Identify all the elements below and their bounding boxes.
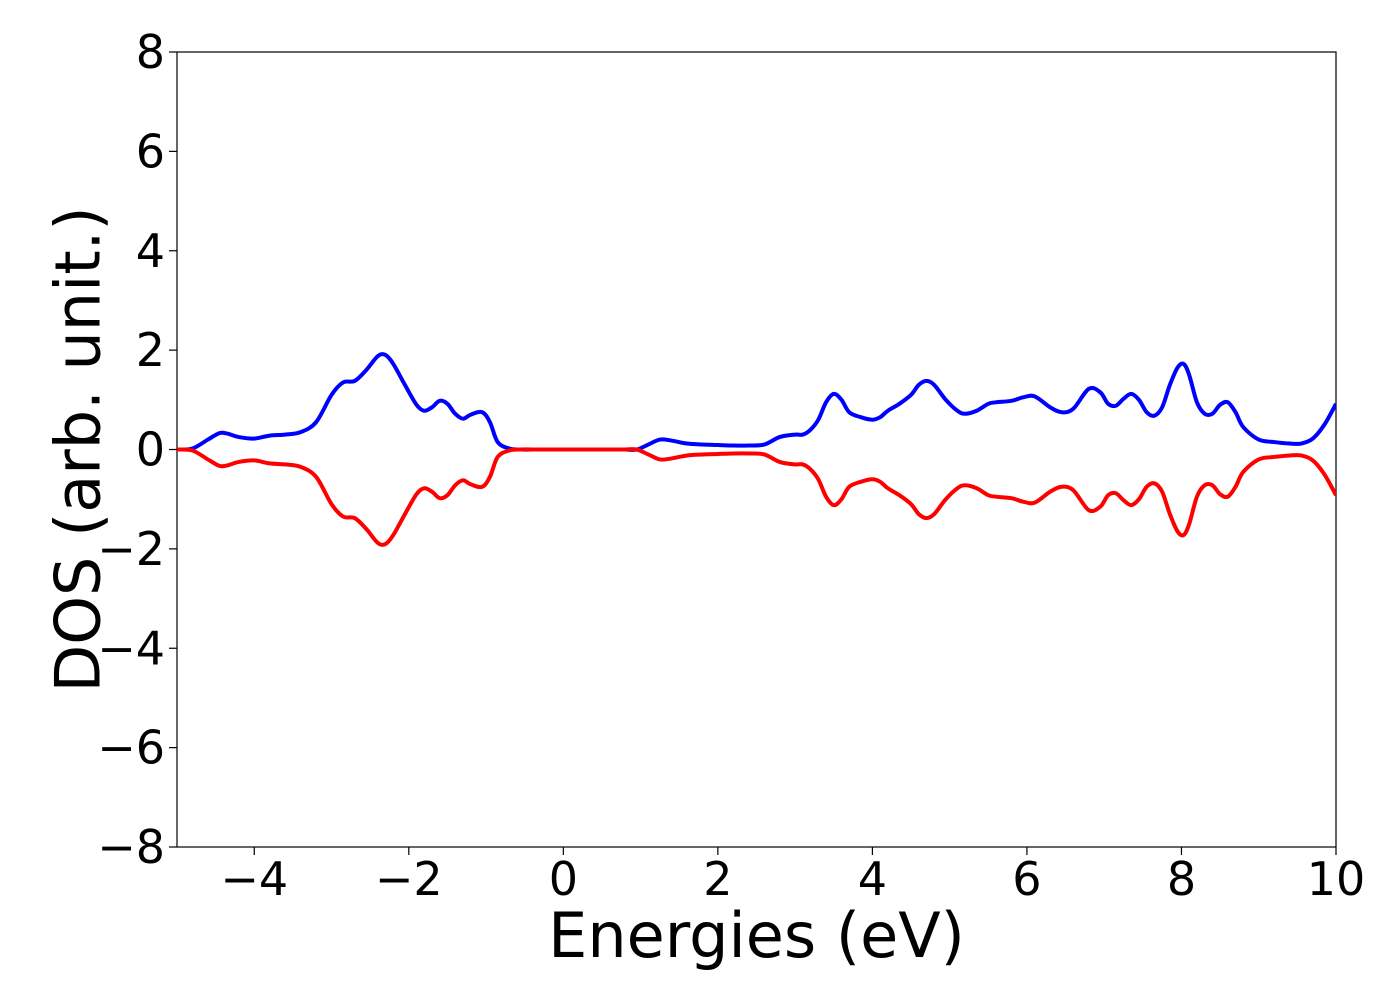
- series-layer: [177, 352, 1336, 547]
- y-tick-label: −2: [97, 522, 165, 576]
- y-tick-label: 2: [136, 323, 165, 377]
- y-axis-ticks: 8 6 4 2 0 −2 −4 −6 −8: [97, 25, 177, 874]
- y-tick-label: −6: [97, 721, 165, 775]
- x-tick-label: 8: [1167, 852, 1196, 906]
- x-tick-label: −4: [220, 852, 288, 906]
- x-tick-label: 4: [858, 852, 887, 906]
- y-axis-label: DOS (arb. unit.): [42, 206, 115, 692]
- x-axis-label: Energies (eV): [548, 899, 965, 972]
- x-tick-label: 2: [703, 852, 732, 906]
- x-tick-label: 0: [549, 852, 578, 906]
- plot-frame: [176, 51, 1337, 848]
- y-tick-label: 4: [136, 224, 165, 278]
- x-tick-label: 6: [1012, 852, 1041, 906]
- y-tick-label: 6: [136, 124, 165, 178]
- series-line-2: [177, 447, 1336, 547]
- y-tick-label: −4: [97, 621, 165, 675]
- series-line-1: [177, 352, 1336, 452]
- x-tick-label: −2: [375, 852, 443, 906]
- y-tick-label: 8: [136, 25, 165, 79]
- x-axis-ticks: −4 −2 0 2 4 6 8 10: [220, 847, 1365, 906]
- y-tick-label: 0: [136, 423, 165, 477]
- y-tick-label: −8: [97, 820, 165, 874]
- plot-area: [176, 51, 1337, 848]
- x-tick-label: 10: [1307, 852, 1366, 906]
